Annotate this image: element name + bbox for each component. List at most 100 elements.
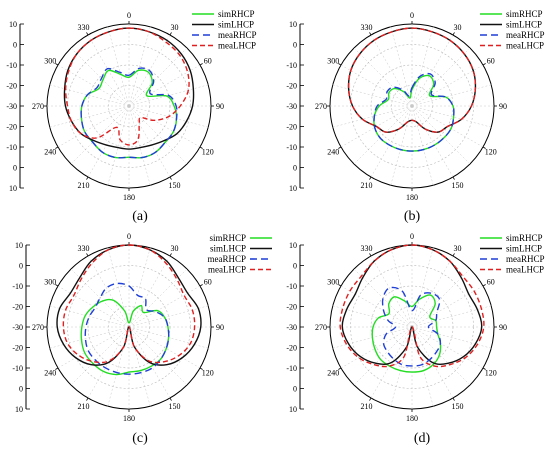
polar-grid-spoke bbox=[128, 26, 151, 107]
radial-tick-label: -20 bbox=[286, 82, 297, 91]
angle-tick-mark bbox=[169, 253, 172, 257]
legend-label: meaRHCP bbox=[506, 254, 545, 264]
polar-grid-spoke bbox=[340, 285, 413, 328]
radial-tick-label: -20 bbox=[6, 82, 17, 91]
legend-label: meaRHCP bbox=[506, 30, 545, 40]
radial-axis: 10 0 -10 -20 -30 -20 -10 0 10 bbox=[6, 20, 24, 193]
radial-tick-label: -20 bbox=[286, 123, 297, 132]
polar-grid-spoke bbox=[128, 105, 201, 148]
radial-tick-label: -10 bbox=[6, 61, 17, 70]
series-curve-meaLHCP bbox=[347, 27, 477, 133]
polar-grid-spoke bbox=[332, 84, 413, 107]
legend-label: simRHCP bbox=[218, 9, 255, 19]
legend-label: meaLHCP bbox=[506, 41, 544, 51]
radial-tick-label: -10 bbox=[286, 143, 297, 152]
polar-grid-spoke bbox=[49, 305, 130, 328]
series-curve-simRHCP bbox=[371, 294, 442, 373]
polar-grid-spoke bbox=[411, 247, 434, 328]
radial-grid bbox=[46, 23, 212, 189]
panel-label: (c) bbox=[132, 431, 148, 446]
angle-tick-label: 120 bbox=[485, 148, 497, 157]
angle-tick-label: 180 bbox=[406, 193, 418, 202]
polar-grid-spoke bbox=[390, 247, 413, 328]
angle-tick-mark bbox=[452, 32, 455, 36]
angle-tick-label: 300 bbox=[327, 57, 339, 66]
series-curve-meaLHCP bbox=[64, 27, 190, 146]
series-curve-meaLHCP bbox=[339, 244, 485, 368]
series-curve-simRHCP bbox=[80, 69, 178, 159]
angle-tick-label: 90 bbox=[499, 102, 507, 111]
polar-grid-spoke bbox=[128, 105, 171, 178]
angle-tick-label: 150 bbox=[169, 402, 181, 411]
angle-tick-mark bbox=[338, 284, 342, 287]
polar-grid-spoke bbox=[411, 105, 454, 178]
polar-grid-spoke bbox=[87, 105, 130, 178]
radial-tick-label: -30 bbox=[286, 102, 297, 111]
angle-tick-mark bbox=[199, 284, 203, 287]
polar-grid-spoke bbox=[49, 105, 130, 128]
legend-label: meaLHCP bbox=[506, 265, 544, 275]
legend-label: simRHCP bbox=[506, 9, 543, 19]
radial-tick-label: 10 bbox=[9, 184, 17, 193]
polar-grid-spoke bbox=[128, 305, 209, 328]
radial-tick-label: 10 bbox=[289, 405, 297, 414]
polar-grid-spoke bbox=[128, 105, 188, 165]
series-curve-meaRHCP bbox=[84, 282, 170, 375]
polar-grid-spoke bbox=[390, 26, 413, 107]
angle-tick-mark bbox=[482, 63, 486, 66]
polar-grid-spoke bbox=[57, 64, 130, 107]
radial-tick-label: -10 bbox=[286, 61, 297, 70]
radial-tick-label: -10 bbox=[12, 364, 23, 373]
polar-grid-spoke bbox=[353, 326, 413, 386]
radial-axis: 10 0 -10 -20 -30 -20 -10 0 10 bbox=[286, 20, 304, 193]
angle-tick-label: 60 bbox=[204, 278, 212, 287]
angle-tick-label: 300 bbox=[44, 57, 56, 66]
legend-label: simLHCP bbox=[210, 244, 246, 254]
radial-tick-label: 10 bbox=[289, 241, 297, 250]
polar-grid-spoke bbox=[353, 105, 413, 165]
radial-tick-label: 0 bbox=[293, 41, 297, 50]
angle-tick-mark bbox=[452, 176, 455, 180]
angle-tick-mark bbox=[338, 146, 342, 149]
angle-tick-label: 240 bbox=[44, 369, 56, 378]
polar-grid-spoke bbox=[70, 105, 130, 165]
polar-grid-spoke bbox=[411, 64, 484, 107]
angle-tick-label: 240 bbox=[44, 148, 56, 157]
angle-tick-label: 180 bbox=[123, 193, 135, 202]
angle-tick-label: 60 bbox=[487, 57, 495, 66]
angle-tick-label: 90 bbox=[499, 323, 507, 332]
angle-tick-mark bbox=[369, 397, 372, 401]
polar-grid-spoke bbox=[411, 285, 484, 328]
polar-panel-a: 0 30 60 90 120 150 180 210 240 270 300 330 10 0 -10 -20… bbox=[6, 9, 256, 224]
polar-panel-d: 0 30 60 90 120 150 180 210 240 270 300 330 10 0 -10 -20… bbox=[286, 232, 544, 446]
polar-grid-spoke bbox=[411, 255, 454, 328]
polar-grid-spoke bbox=[70, 47, 130, 107]
radial-tick-label: -10 bbox=[286, 282, 297, 291]
panel-label: (b) bbox=[404, 209, 421, 224]
radial-tick-label: 0 bbox=[13, 41, 17, 50]
angle-tick-label: 330 bbox=[361, 244, 373, 253]
angle-tick-label: 120 bbox=[202, 369, 214, 378]
series-curve-meaRHCP bbox=[381, 286, 442, 367]
angle-tick-label: 150 bbox=[452, 181, 464, 190]
angle-tick-label: 30 bbox=[454, 23, 462, 32]
legend-label: simRHCP bbox=[506, 233, 543, 243]
angle-tick-mark bbox=[169, 397, 172, 401]
angle-tick-label: 330 bbox=[78, 244, 90, 253]
angle-tick-mark bbox=[169, 32, 172, 36]
radial-tick-label: -20 bbox=[286, 344, 297, 353]
angle-tick-mark bbox=[86, 32, 89, 36]
polar-grid-spoke bbox=[49, 326, 130, 349]
angle-tick-label: 270 bbox=[32, 102, 44, 111]
angle-tick-label: 270 bbox=[315, 323, 327, 332]
polar-grid-spoke bbox=[70, 326, 130, 386]
angle-tick-label: 30 bbox=[171, 23, 179, 32]
legend-label: simLHCP bbox=[218, 20, 254, 30]
angle-tick-label: 270 bbox=[32, 323, 44, 332]
series-curve-simLHCP bbox=[63, 27, 195, 150]
radial-tick-label: -10 bbox=[12, 282, 23, 291]
radial-tick-label: -20 bbox=[286, 303, 297, 312]
polar-panel-c: 0 30 60 90 120 150 180 210 240 270 300 330 10 0 -10 -20… bbox=[12, 232, 272, 446]
